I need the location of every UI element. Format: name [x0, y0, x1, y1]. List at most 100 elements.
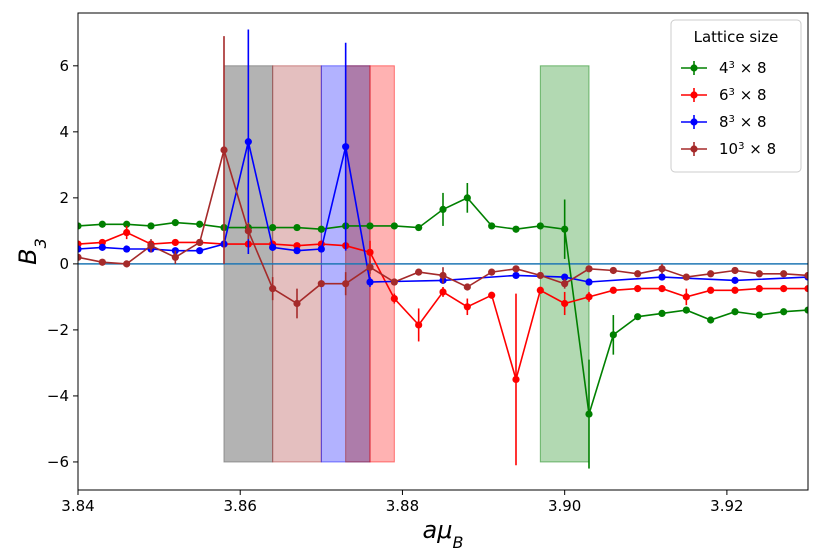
data-point [658, 309, 666, 317]
legend-title: Lattice size [694, 28, 779, 46]
data-point [707, 270, 715, 278]
data-point [731, 266, 739, 275]
y-tick-label: 0 [59, 255, 69, 273]
y-tick-label: −4 [47, 387, 69, 405]
legend-label: 83 × 8 [719, 113, 767, 131]
data-point [98, 243, 106, 251]
data-point [755, 311, 763, 319]
data-point [220, 146, 228, 154]
data-point [512, 375, 520, 384]
legend-entry: 103 × 8 [681, 140, 776, 158]
data-point [98, 238, 106, 247]
y-tick-label: 4 [59, 123, 69, 141]
series-line [78, 231, 808, 383]
data-point [171, 253, 179, 261]
y-axis: −6 −4 −2 0 2 4 6 [47, 57, 78, 471]
data-point [561, 299, 569, 308]
data-point [536, 271, 544, 280]
data-point [171, 238, 179, 247]
data-point [609, 266, 617, 275]
series-1 [78, 225, 808, 466]
data-point [78, 245, 82, 253]
data-point [536, 286, 544, 294]
data-point [78, 222, 82, 230]
data-point [196, 238, 204, 247]
data-point [488, 268, 496, 276]
data-point [293, 247, 301, 255]
data-point [585, 265, 593, 273]
data-point [780, 308, 788, 316]
data-point [780, 270, 788, 278]
data-point [488, 222, 496, 230]
data-point [682, 306, 690, 314]
legend-box [670, 19, 802, 173]
data-point [293, 223, 301, 232]
data-point [342, 143, 350, 151]
legend-label: 43 × 8 [719, 59, 767, 77]
x-tick-label: 3.84 [61, 497, 94, 515]
data-point [512, 225, 520, 233]
data-point [196, 247, 204, 255]
data-point [609, 286, 617, 294]
y-axis-label: B3 [14, 238, 50, 265]
data-point [512, 265, 520, 273]
data-point [463, 194, 471, 202]
data-point [463, 303, 471, 311]
data-point [634, 285, 642, 293]
data-point [585, 278, 593, 286]
data-point [755, 270, 763, 278]
series-3 [78, 36, 808, 319]
data-point [634, 313, 642, 321]
data-point [658, 265, 666, 273]
legend-label: 63 × 8 [719, 86, 767, 104]
series-line [78, 196, 808, 415]
y-tick-label: 2 [59, 189, 69, 207]
data-point [366, 263, 374, 271]
data-point [390, 222, 398, 230]
data-point [244, 227, 252, 235]
data-point [439, 288, 447, 296]
data-point [269, 223, 277, 232]
data-point [707, 316, 715, 324]
data-point [439, 271, 447, 280]
data-point [366, 222, 374, 230]
data-point [269, 243, 277, 251]
data-point [415, 268, 423, 276]
data-point [463, 283, 471, 291]
legend-entry: 83 × 8 [681, 113, 767, 131]
data-point [317, 225, 325, 233]
data-point [147, 222, 155, 230]
data-point [561, 273, 569, 281]
data-point [269, 285, 277, 293]
data-point [147, 242, 155, 250]
data-point [804, 306, 808, 314]
data-point [682, 293, 690, 301]
data-point [390, 278, 398, 286]
data-point [682, 273, 690, 281]
data-point [707, 286, 715, 294]
data-point [123, 245, 131, 253]
x-tick-label: 3.92 [710, 497, 743, 515]
x-axis: 3.84 3.86 3.88 3.90 3.92 [61, 490, 744, 515]
y-tick-label: −6 [47, 453, 69, 471]
legend-marker [690, 64, 698, 72]
legend-marker [690, 118, 698, 126]
data-point [293, 299, 301, 308]
data-point [123, 220, 131, 228]
legend-label: 103 × 8 [719, 140, 776, 158]
data-point [342, 280, 350, 288]
y-tick-label: −2 [47, 321, 69, 339]
x-tick-label: 3.86 [224, 497, 257, 515]
data-series [78, 29, 808, 469]
data-point [536, 222, 544, 230]
data-point [98, 258, 106, 266]
x-tick-label: 3.90 [548, 497, 581, 515]
data-point [804, 271, 808, 280]
data-point [512, 271, 520, 280]
data-point [439, 205, 447, 214]
data-point [196, 220, 204, 228]
data-point [366, 248, 374, 256]
data-point [634, 270, 642, 278]
data-point [755, 285, 763, 293]
